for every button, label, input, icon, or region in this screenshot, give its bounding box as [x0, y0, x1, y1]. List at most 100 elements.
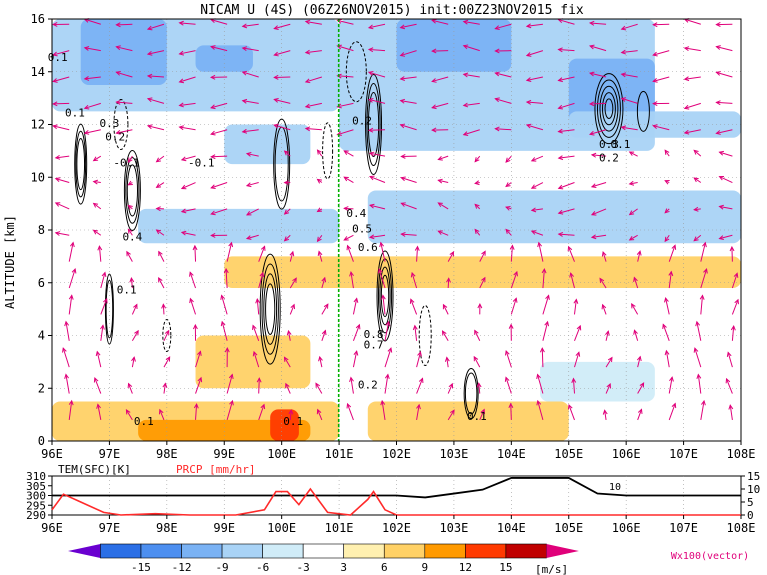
vector-head — [699, 294, 705, 300]
vector-head — [220, 320, 226, 327]
vector-shaft — [68, 295, 73, 315]
vector-shaft — [93, 181, 101, 184]
vector-shaft — [531, 230, 544, 236]
vector-head — [474, 228, 480, 234]
wind-vector-222 — [462, 44, 480, 52]
vector-head — [125, 409, 131, 415]
wind-vector-73 — [180, 182, 196, 190]
vector-head — [321, 276, 327, 283]
wind-vector-198 — [447, 251, 455, 262]
vector-head — [664, 149, 670, 155]
vector-shaft — [317, 409, 323, 421]
vector-shaft — [668, 271, 672, 289]
vector-shaft — [684, 102, 701, 109]
contour-1-1 — [105, 279, 114, 339]
vector-head — [52, 51, 58, 57]
vector-head — [290, 303, 296, 310]
vector-shaft — [731, 326, 735, 341]
x-tick-label-12: 108E — [727, 447, 756, 461]
vector-head — [180, 156, 187, 162]
vector-shaft — [65, 374, 70, 394]
vector-head — [715, 100, 721, 106]
vector-shaft — [53, 102, 70, 105]
wind-vector-114 — [283, 356, 291, 368]
bx-tick-label-10: 106E — [612, 521, 641, 535]
wind-vector-324 — [699, 294, 705, 315]
vector-shaft — [637, 356, 641, 368]
vector-head — [210, 104, 216, 110]
vector-shaft — [727, 352, 733, 368]
vector-shaft — [384, 321, 390, 341]
contour-label-14: 0.6 — [358, 241, 378, 254]
vector-shaft — [84, 47, 101, 52]
vector-head — [289, 250, 295, 257]
vector-head — [462, 72, 469, 78]
vector-head — [557, 77, 563, 83]
shade-region-6 — [568, 58, 655, 125]
vector-head — [718, 150, 725, 156]
vector-shaft — [370, 234, 386, 238]
vector-shaft — [131, 304, 138, 315]
vector-head — [180, 184, 187, 190]
vector-shaft — [195, 377, 202, 394]
vector-shaft — [510, 271, 518, 289]
vector-head — [544, 320, 550, 327]
wind-vector-122 — [283, 150, 291, 157]
wind-vector-149 — [349, 270, 354, 289]
wind-vector-168 — [368, 203, 386, 210]
wind-vector-103 — [245, 234, 259, 240]
contour-label-0: 0.1 — [48, 51, 68, 64]
vector-head — [513, 270, 518, 277]
contour-label-3: 0.2 — [105, 130, 125, 143]
vector-head — [573, 298, 579, 304]
vector-shaft — [432, 76, 449, 82]
wind-vector-316 — [652, 101, 670, 107]
wind-vector-7 — [54, 231, 70, 236]
vector-head — [567, 403, 573, 410]
vector-head — [93, 377, 99, 383]
vector-head — [260, 403, 266, 410]
vector-head — [437, 156, 443, 161]
wind-vector-350 — [715, 45, 733, 52]
vector-shaft — [242, 100, 259, 104]
wind-vector-233 — [505, 182, 512, 188]
vector-shaft — [159, 409, 165, 421]
vector-head — [652, 124, 658, 129]
vector-shaft — [84, 102, 101, 109]
vector-shaft — [274, 98, 291, 104]
wind-vector-339 — [730, 325, 736, 341]
contour-13-0 — [162, 319, 172, 352]
vector-shaft — [368, 48, 386, 52]
wind-vector-239 — [494, 23, 512, 31]
vector-shaft — [226, 374, 233, 394]
vector-head — [494, 48, 500, 54]
wind-vector-40 — [127, 204, 133, 210]
wind-vector-174 — [367, 47, 386, 53]
vector-shaft — [100, 298, 108, 315]
vector-head — [481, 276, 486, 283]
vector-head — [400, 231, 406, 237]
vector-shaft — [246, 182, 259, 187]
vector-head — [210, 45, 216, 50]
colorbar-label-8: 12 — [459, 561, 472, 574]
vector-shaft — [629, 182, 638, 185]
vector-shaft — [242, 71, 259, 78]
vector-shaft — [411, 272, 418, 289]
wind-vector-231 — [505, 228, 512, 236]
wind-vector-224 — [508, 402, 514, 420]
wind-vector-123 — [273, 123, 291, 131]
wind-vector-282 — [590, 152, 607, 158]
vector-shaft — [116, 71, 133, 78]
vector-head — [462, 131, 469, 136]
vector-shaft — [305, 50, 322, 54]
wind-vector-12 — [52, 101, 70, 107]
wind-vector-45 — [115, 70, 133, 78]
vector-shaft — [541, 348, 544, 368]
vector-head — [224, 347, 230, 353]
vector-shaft — [226, 400, 233, 421]
vector-shaft — [432, 102, 449, 109]
wind-vector-69 — [189, 271, 197, 289]
vector-head — [346, 402, 352, 409]
colorbar-bins — [68, 543, 579, 559]
shade-region-8 — [138, 208, 340, 244]
